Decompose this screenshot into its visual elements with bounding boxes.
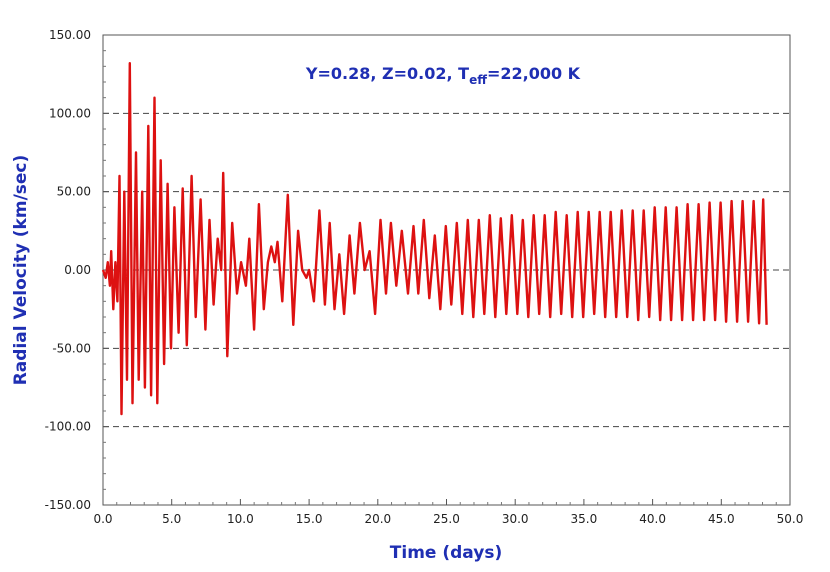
x-tick-label: 0.0 (93, 512, 112, 526)
x-tick-label: 15.0 (296, 512, 323, 526)
x-tick-label: 10.0 (227, 512, 254, 526)
y-tick-label: -100.00 (45, 420, 91, 434)
annotation-main: Y=0.28, Z=0.02, T (305, 64, 469, 83)
x-axis-title: Time (days) (390, 543, 502, 563)
y-tick-label: -150.00 (45, 498, 91, 512)
y-tick-label: 0.00 (64, 263, 91, 277)
series-layer (101, 62, 768, 416)
grid-lines (103, 112, 790, 428)
y-tick-label: 150.00 (49, 28, 91, 42)
x-tick-label: 40.0 (639, 512, 666, 526)
x-tick-label: 35.0 (571, 512, 598, 526)
annotation-label: Y=0.28, Z=0.02, Teff=22,000 K (305, 64, 581, 87)
y-axis-title: Radial Velocity (km/sec) (11, 155, 31, 386)
y-tick-label: 50.00 (57, 185, 91, 199)
x-tick-label: 30.0 (502, 512, 529, 526)
x-tick-label: 45.0 (708, 512, 735, 526)
axis-ticks (102, 34, 791, 506)
annotation-subscript: eff (469, 73, 487, 87)
x-tick-label: 50.0 (777, 512, 804, 526)
tick-labels: 0.0 5.0 10.0 15.0 20.0 25.0 30.0 35.0 40.0 45.0 50… (45, 28, 804, 526)
x-tick-label: 20.0 (364, 512, 391, 526)
series-line (101, 62, 768, 416)
x-tick-label: 25.0 (433, 512, 460, 526)
annotation-tail: =22,000 K (487, 64, 581, 83)
y-tick-label: 100.00 (49, 106, 91, 120)
x-tick-label: 5.0 (162, 512, 181, 526)
y-tick-label: -50.00 (52, 341, 91, 355)
